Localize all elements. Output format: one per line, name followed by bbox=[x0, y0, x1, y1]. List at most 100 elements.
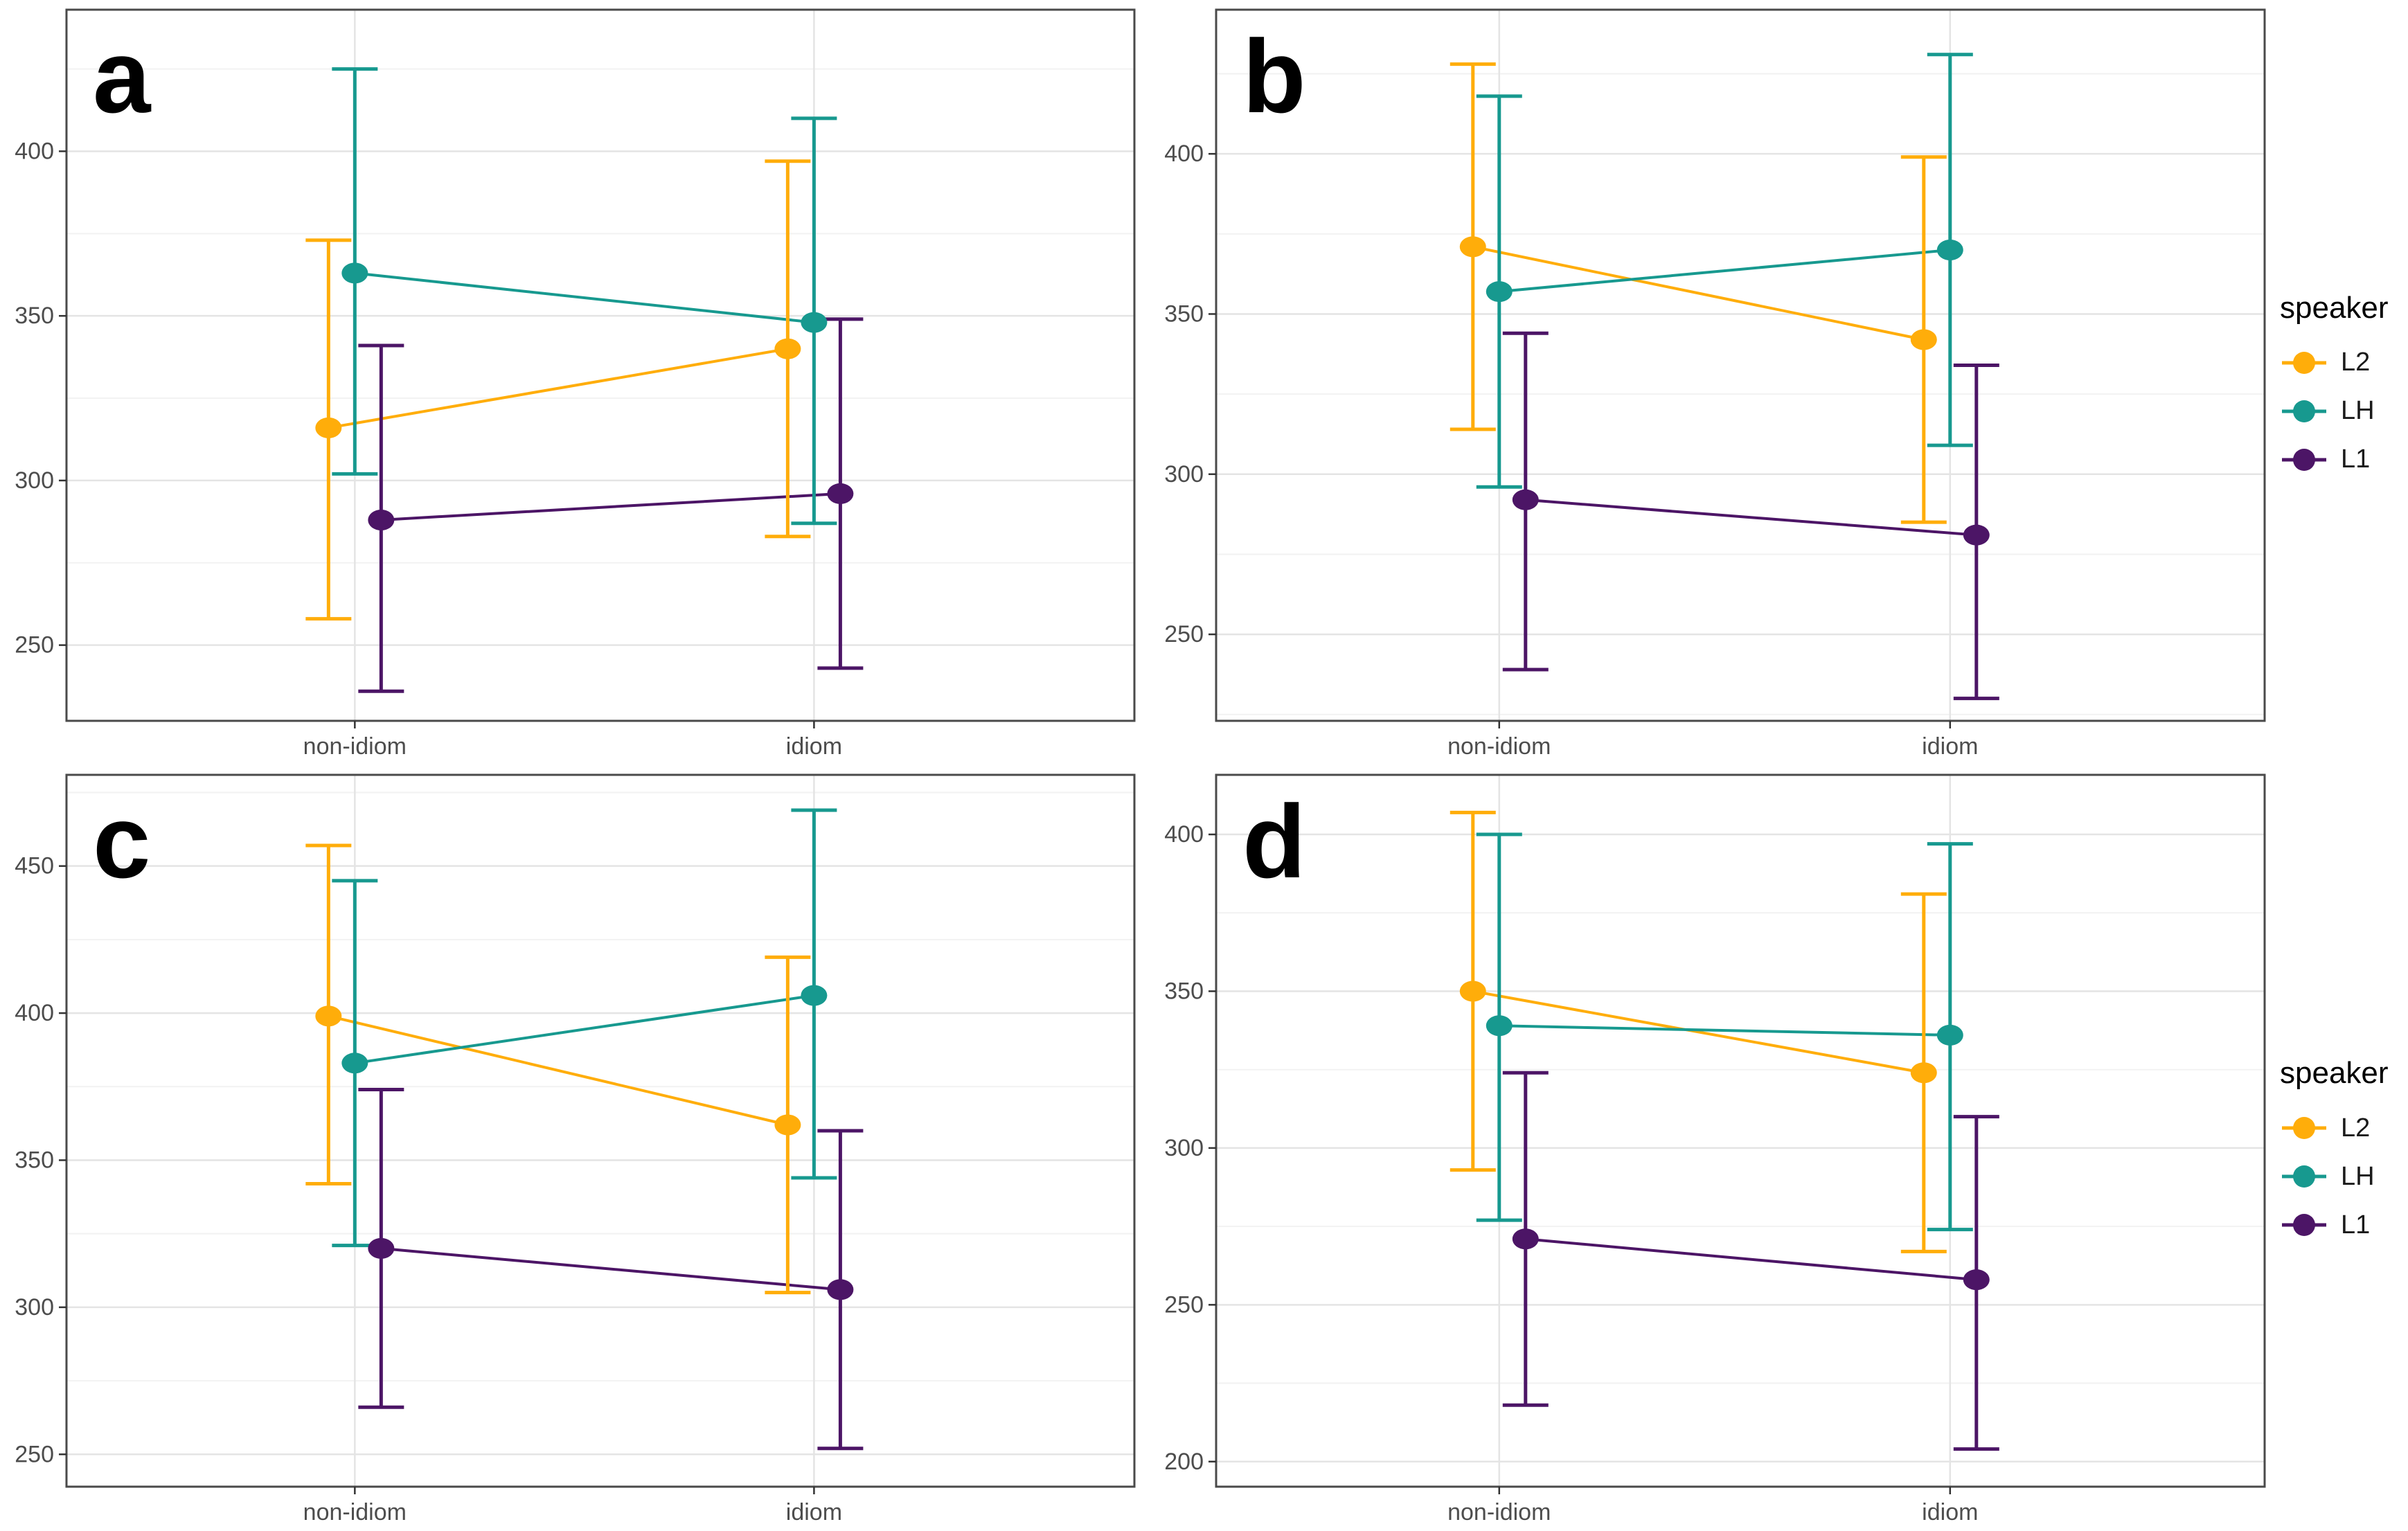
x-tick-label: non-idiom bbox=[303, 733, 407, 760]
y-tick-label: 350 bbox=[1164, 978, 1204, 1004]
panel-d: 200 250 300 350 400 non-idiom idiom d bbox=[1150, 765, 2280, 1531]
data-point-lh bbox=[1936, 239, 1963, 260]
legend-item-label: L2 bbox=[2341, 1113, 2371, 1143]
y-tick-label: 450 bbox=[15, 853, 54, 879]
data-point-l2 bbox=[1910, 1062, 1937, 1084]
x-tick-label: non-idiom bbox=[303, 1499, 407, 1525]
legend-item-lh: LH bbox=[2280, 1161, 2375, 1192]
data-point-l2 bbox=[1910, 329, 1937, 350]
l1-key-icon bbox=[2282, 1214, 2326, 1236]
panel-c: 250 300 350 400 450 non-idiom idiom c bbox=[0, 765, 1150, 1531]
legend-key-dot bbox=[2293, 448, 2315, 471]
data-point-l2 bbox=[774, 338, 801, 359]
series-line-lh bbox=[1499, 1024, 1950, 1037]
legend-item-l2: L2 bbox=[2280, 348, 2370, 378]
l2-key-icon bbox=[2282, 351, 2326, 374]
data-point-lh bbox=[801, 312, 828, 333]
y-tick-label: 400 bbox=[15, 138, 54, 164]
facet-letter: a bbox=[93, 18, 152, 134]
y-tick-label: 250 bbox=[15, 632, 54, 659]
legend-key-dot bbox=[2293, 1117, 2315, 1139]
legend-item-l1: L1 bbox=[2280, 1210, 2370, 1240]
data-point-l2 bbox=[315, 417, 342, 438]
y-tick-label: 250 bbox=[1164, 1291, 1204, 1318]
data-point-l1 bbox=[368, 1237, 395, 1259]
data-point-l2 bbox=[1459, 236, 1486, 258]
y-tick-label: 300 bbox=[15, 467, 54, 494]
data-point-l1 bbox=[1512, 489, 1539, 510]
y-tick-label: 350 bbox=[1164, 301, 1204, 327]
y-tick-label: 250 bbox=[1164, 621, 1204, 647]
data-point-lh bbox=[1486, 1015, 1513, 1037]
legend-title: speaker bbox=[2280, 290, 2389, 325]
data-point-l2 bbox=[1459, 981, 1486, 1002]
lh-key-icon bbox=[2282, 400, 2326, 422]
series-line-lh bbox=[355, 271, 814, 324]
legend-title: speaker bbox=[2280, 1056, 2389, 1090]
x-tick-label: idiom bbox=[786, 733, 842, 760]
panel-b: 250 300 350 400 non-idiom idiom b bbox=[1150, 0, 2280, 765]
legend-item-label: LH bbox=[2341, 1161, 2375, 1191]
data-point-l1 bbox=[1512, 1228, 1539, 1250]
panel-border bbox=[65, 8, 1136, 722]
y-tick-label: 400 bbox=[15, 1000, 54, 1026]
data-point-l1 bbox=[1963, 524, 1990, 546]
panel-a-chart: 250 300 350 400 non-idiom idiom a bbox=[15, 8, 1136, 760]
y-tick-label: 300 bbox=[15, 1294, 54, 1320]
legend-item-l2: L2 bbox=[2280, 1113, 2370, 1143]
series-line-l2 bbox=[328, 1014, 788, 1127]
data-point-lh bbox=[1486, 281, 1513, 303]
series-line-l1 bbox=[381, 1246, 841, 1291]
lh-key-icon bbox=[2282, 1165, 2326, 1188]
legend-key-dot bbox=[2293, 1214, 2315, 1236]
plot-area bbox=[66, 775, 1134, 1487]
data-point-l2 bbox=[774, 1114, 801, 1136]
l2-key-icon bbox=[2282, 1117, 2326, 1139]
data-point-lh bbox=[801, 985, 828, 1006]
legend-item-label: L1 bbox=[2341, 445, 2371, 474]
y-tick-label: 300 bbox=[1164, 1135, 1204, 1161]
data-point-l2 bbox=[315, 1005, 342, 1027]
series-line-l1 bbox=[1525, 498, 1977, 537]
panel-border bbox=[1215, 8, 2266, 722]
series-line-l2 bbox=[1472, 245, 1925, 341]
data-point-l1 bbox=[827, 483, 854, 504]
y-tick-label: 350 bbox=[15, 1147, 54, 1173]
x-tick-label: non-idiom bbox=[1447, 1499, 1551, 1525]
series-line-l1 bbox=[1525, 1237, 1977, 1282]
plot-area bbox=[66, 10, 1134, 721]
panel-border bbox=[65, 773, 1136, 1488]
x-tick-label: non-idiom bbox=[1447, 733, 1551, 760]
l1-key-icon bbox=[2282, 448, 2326, 471]
y-tick-label: 350 bbox=[15, 303, 54, 329]
x-tick-label: idiom bbox=[786, 1499, 842, 1525]
data-point-lh bbox=[341, 262, 368, 284]
facet-letter: b bbox=[1242, 18, 1306, 134]
data-point-lh bbox=[341, 1053, 368, 1074]
x-tick-label: idiom bbox=[1922, 733, 1978, 760]
legend-item-label: L2 bbox=[2341, 348, 2371, 377]
data-point-l1 bbox=[827, 1279, 854, 1300]
y-tick-label: 400 bbox=[1164, 141, 1204, 167]
speaker-legend-bottom: speaker L2 LH L1 bbox=[2280, 765, 2408, 1531]
legend-item-label: L1 bbox=[2341, 1210, 2371, 1239]
panel-border bbox=[1215, 773, 2266, 1488]
y-tick-label: 200 bbox=[1164, 1449, 1204, 1475]
series-line-l1 bbox=[381, 492, 841, 521]
legend-item-lh: LH bbox=[2280, 396, 2375, 427]
series-line-l2 bbox=[1472, 990, 1925, 1075]
legend-key-dot bbox=[2293, 400, 2315, 422]
facet-letter: d bbox=[1242, 783, 1306, 899]
panel-c-chart: 250 300 350 400 450 non-idiom idiom c bbox=[15, 773, 1136, 1525]
x-tick-label: idiom bbox=[1922, 1499, 1978, 1525]
facet-letter: c bbox=[93, 783, 150, 899]
data-point-l1 bbox=[1963, 1269, 1990, 1291]
series-line-lh bbox=[355, 994, 814, 1065]
data-point-l1 bbox=[368, 509, 395, 530]
legend-key-dot bbox=[2293, 351, 2315, 374]
plot-area bbox=[1216, 10, 2265, 721]
data-point-lh bbox=[1936, 1024, 1963, 1046]
plot-area bbox=[1216, 775, 2265, 1487]
legend-item-l1: L1 bbox=[2280, 445, 2370, 475]
